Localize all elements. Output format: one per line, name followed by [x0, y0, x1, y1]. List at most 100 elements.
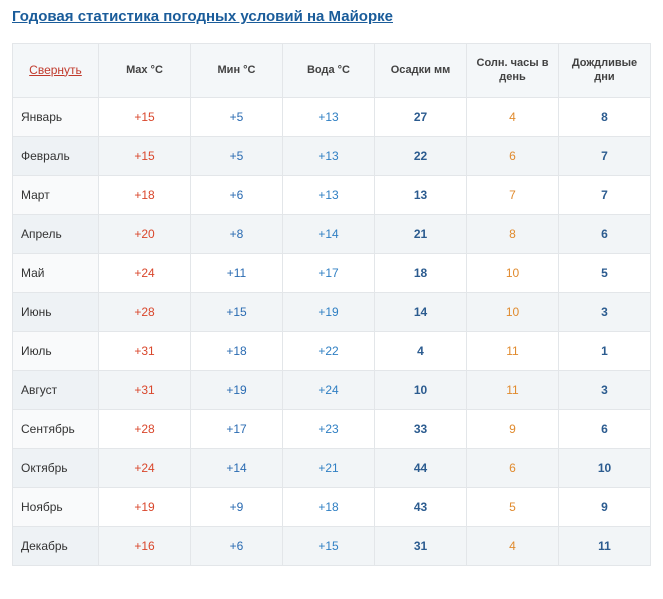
cell-max: +15 — [99, 97, 191, 136]
cell-sun: 5 — [467, 487, 559, 526]
cell-month: Ноябрь — [13, 487, 99, 526]
table-row: Январь+15+5+132748 — [13, 97, 651, 136]
cell-water: +23 — [283, 409, 375, 448]
cell-max: +28 — [99, 409, 191, 448]
cell-rain: 7 — [559, 136, 651, 175]
cell-precip: 10 — [375, 370, 467, 409]
cell-sun: 4 — [467, 526, 559, 565]
cell-precip: 31 — [375, 526, 467, 565]
cell-month: Июнь — [13, 292, 99, 331]
cell-min: +18 — [191, 331, 283, 370]
cell-rain: 6 — [559, 409, 651, 448]
cell-max: +24 — [99, 448, 191, 487]
cell-max: +31 — [99, 370, 191, 409]
weather-table: Свернуть Max °C Мин °C Вода °C Осадки мм… — [12, 43, 651, 566]
cell-precip: 33 — [375, 409, 467, 448]
cell-precip: 22 — [375, 136, 467, 175]
cell-precip: 18 — [375, 253, 467, 292]
header-collapse: Свернуть — [13, 44, 99, 98]
header-precip: Осадки мм — [375, 44, 467, 98]
cell-rain: 6 — [559, 214, 651, 253]
cell-min: +19 — [191, 370, 283, 409]
cell-sun: 4 — [467, 97, 559, 136]
cell-water: +14 — [283, 214, 375, 253]
cell-water: +13 — [283, 136, 375, 175]
cell-water: +19 — [283, 292, 375, 331]
cell-month: Февраль — [13, 136, 99, 175]
cell-precip: 4 — [375, 331, 467, 370]
table-row: Май+24+11+1718105 — [13, 253, 651, 292]
cell-rain: 5 — [559, 253, 651, 292]
header-min: Мин °C — [191, 44, 283, 98]
cell-sun: 9 — [467, 409, 559, 448]
header-sun: Солн. часы в день — [467, 44, 559, 98]
cell-water: +13 — [283, 175, 375, 214]
table-row: Февраль+15+5+132267 — [13, 136, 651, 175]
page-title-link[interactable]: Годовая статистика погодных условий на М… — [12, 8, 651, 25]
header-rain: Дождливые дни — [559, 44, 651, 98]
cell-month: Март — [13, 175, 99, 214]
table-row: Август+31+19+2410113 — [13, 370, 651, 409]
cell-month: Январь — [13, 97, 99, 136]
cell-max: +31 — [99, 331, 191, 370]
cell-month: Август — [13, 370, 99, 409]
table-row: Октябрь+24+14+2144610 — [13, 448, 651, 487]
table-row: Апрель+20+8+142186 — [13, 214, 651, 253]
cell-sun: 11 — [467, 331, 559, 370]
cell-water: +13 — [283, 97, 375, 136]
cell-sun: 6 — [467, 136, 559, 175]
cell-month: Июль — [13, 331, 99, 370]
header-water: Вода °C — [283, 44, 375, 98]
cell-precip: 44 — [375, 448, 467, 487]
cell-min: +17 — [191, 409, 283, 448]
table-row: Сентябрь+28+17+233396 — [13, 409, 651, 448]
cell-min: +5 — [191, 97, 283, 136]
cell-precip: 43 — [375, 487, 467, 526]
cell-max: +18 — [99, 175, 191, 214]
cell-precip: 27 — [375, 97, 467, 136]
table-row: Июнь+28+15+1914103 — [13, 292, 651, 331]
cell-rain: 8 — [559, 97, 651, 136]
cell-min: +8 — [191, 214, 283, 253]
cell-water: +21 — [283, 448, 375, 487]
cell-sun: 10 — [467, 292, 559, 331]
cell-rain: 7 — [559, 175, 651, 214]
cell-max: +28 — [99, 292, 191, 331]
cell-water: +15 — [283, 526, 375, 565]
cell-sun: 8 — [467, 214, 559, 253]
cell-min: +14 — [191, 448, 283, 487]
cell-max: +19 — [99, 487, 191, 526]
table-row: Март+18+6+131377 — [13, 175, 651, 214]
cell-rain: 10 — [559, 448, 651, 487]
header-max: Max °C — [99, 44, 191, 98]
cell-min: +6 — [191, 175, 283, 214]
cell-water: +24 — [283, 370, 375, 409]
cell-sun: 10 — [467, 253, 559, 292]
cell-water: +22 — [283, 331, 375, 370]
cell-min: +9 — [191, 487, 283, 526]
cell-month: Сентябрь — [13, 409, 99, 448]
cell-max: +16 — [99, 526, 191, 565]
cell-rain: 1 — [559, 331, 651, 370]
cell-water: +18 — [283, 487, 375, 526]
cell-month: Апрель — [13, 214, 99, 253]
cell-min: +5 — [191, 136, 283, 175]
table-row: Декабрь+16+6+1531411 — [13, 526, 651, 565]
table-row: Ноябрь+19+9+184359 — [13, 487, 651, 526]
cell-rain: 9 — [559, 487, 651, 526]
cell-month: Май — [13, 253, 99, 292]
cell-rain: 11 — [559, 526, 651, 565]
cell-precip: 13 — [375, 175, 467, 214]
cell-max: +15 — [99, 136, 191, 175]
cell-sun: 11 — [467, 370, 559, 409]
cell-min: +11 — [191, 253, 283, 292]
table-row: Июль+31+18+224111 — [13, 331, 651, 370]
cell-month: Декабрь — [13, 526, 99, 565]
cell-rain: 3 — [559, 292, 651, 331]
cell-min: +15 — [191, 292, 283, 331]
collapse-link[interactable]: Свернуть — [29, 63, 82, 77]
cell-rain: 3 — [559, 370, 651, 409]
cell-sun: 6 — [467, 448, 559, 487]
cell-water: +17 — [283, 253, 375, 292]
cell-month: Октябрь — [13, 448, 99, 487]
